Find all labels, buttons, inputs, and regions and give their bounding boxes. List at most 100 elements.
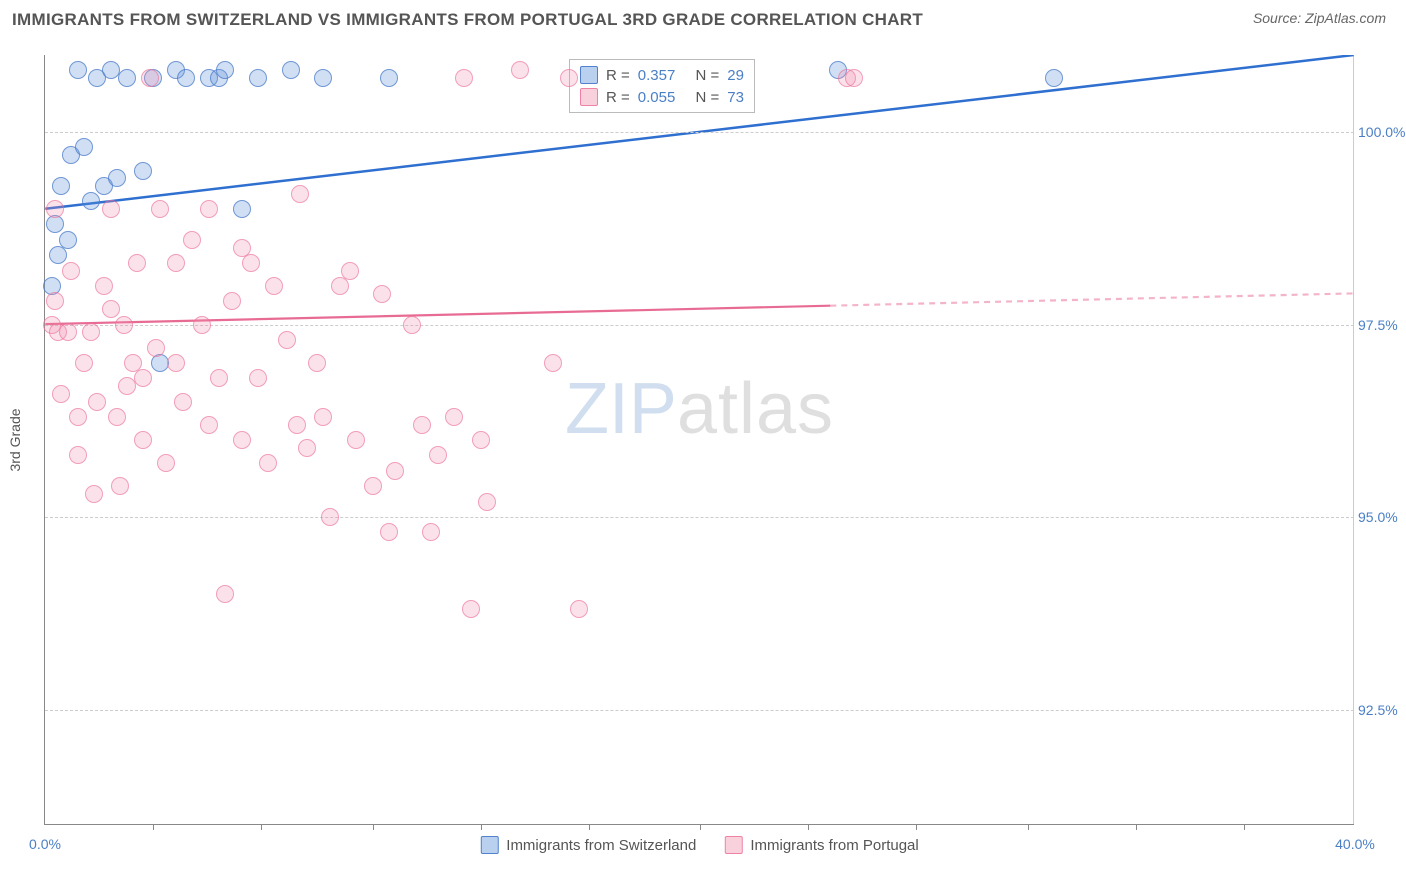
y-tick-label: 92.5%	[1358, 702, 1406, 718]
data-point	[82, 323, 100, 341]
data-point	[478, 493, 496, 511]
data-point	[75, 354, 93, 372]
data-point	[95, 277, 113, 295]
swatch-pink-icon	[580, 88, 598, 106]
legend: Immigrants from Switzerland Immigrants f…	[480, 836, 918, 854]
r-label: R =	[606, 89, 630, 106]
source-label: Source:	[1253, 10, 1301, 26]
data-point	[157, 454, 175, 472]
data-point	[242, 254, 260, 272]
data-point	[455, 69, 473, 87]
data-point	[403, 316, 421, 334]
data-point	[422, 523, 440, 541]
data-point	[118, 377, 136, 395]
data-point	[193, 316, 211, 334]
data-point	[298, 439, 316, 457]
data-point	[1045, 69, 1063, 87]
data-point	[183, 231, 201, 249]
data-point	[314, 408, 332, 426]
data-point	[177, 69, 195, 87]
data-point	[380, 69, 398, 87]
x-tick	[916, 824, 917, 830]
x-tick	[481, 824, 482, 830]
data-point	[128, 254, 146, 272]
chart-title: IMMIGRANTS FROM SWITZERLAND VS IMMIGRANT…	[12, 10, 923, 30]
data-point	[413, 416, 431, 434]
x-tick	[153, 824, 154, 830]
source-citation: Source: ZipAtlas.com	[1253, 10, 1386, 26]
watermark-part1: ZIP	[565, 369, 677, 449]
x-tick	[1136, 824, 1137, 830]
y-tick-label: 100.0%	[1358, 124, 1406, 140]
data-point	[341, 262, 359, 280]
data-point	[223, 292, 241, 310]
x-tick-label: 0.0%	[29, 836, 61, 852]
data-point	[52, 177, 70, 195]
stats-box: R = 0.357 N = 29 R = 0.055 N = 73	[569, 59, 755, 113]
data-point	[118, 69, 136, 87]
data-point	[62, 262, 80, 280]
scatter-chart: 3rd Grade ZIPatlas R = 0.357 N = 29 R = …	[44, 55, 1354, 825]
data-point	[52, 385, 70, 403]
data-point	[210, 369, 228, 387]
data-point	[314, 69, 332, 87]
gridline	[45, 132, 1354, 133]
data-point	[200, 416, 218, 434]
data-point	[102, 300, 120, 318]
data-point	[151, 200, 169, 218]
x-tick	[808, 824, 809, 830]
data-point	[321, 508, 339, 526]
data-point	[82, 192, 100, 210]
watermark-part2: atlas	[677, 369, 834, 449]
legend-label-switzerland: Immigrants from Switzerland	[506, 837, 696, 854]
y-axis-label: 3rd Grade	[7, 408, 23, 471]
n-value-switzerland: 29	[727, 67, 744, 84]
data-point	[216, 585, 234, 603]
r-value-switzerland: 0.357	[638, 67, 676, 84]
data-point	[69, 408, 87, 426]
data-point	[282, 61, 300, 79]
data-point	[108, 169, 126, 187]
data-point	[167, 354, 185, 372]
data-point	[151, 354, 169, 372]
data-point	[59, 323, 77, 341]
data-point	[115, 316, 133, 334]
r-value-portugal: 0.055	[638, 89, 676, 106]
data-point	[445, 408, 463, 426]
data-point	[111, 477, 129, 495]
gridline	[45, 710, 1354, 711]
gridline	[45, 325, 1354, 326]
data-point	[216, 61, 234, 79]
swatch-pink-icon	[724, 836, 742, 854]
swatch-blue-icon	[480, 836, 498, 854]
data-point	[69, 446, 87, 464]
x-tick	[589, 824, 590, 830]
gridline	[45, 517, 1354, 518]
legend-item-portugal: Immigrants from Portugal	[724, 836, 918, 854]
stats-row-switzerland: R = 0.357 N = 29	[580, 64, 744, 86]
data-point	[511, 61, 529, 79]
swatch-blue-icon	[580, 66, 598, 84]
data-point	[331, 277, 349, 295]
data-point	[308, 354, 326, 372]
watermark: ZIPatlas	[565, 368, 834, 450]
source-value: ZipAtlas.com	[1305, 10, 1386, 26]
data-point	[278, 331, 296, 349]
data-point	[134, 162, 152, 180]
data-point	[174, 393, 192, 411]
chart-header: IMMIGRANTS FROM SWITZERLAND VS IMMIGRANT…	[0, 0, 1406, 36]
data-point	[88, 393, 106, 411]
data-point	[69, 61, 87, 79]
x-tick	[261, 824, 262, 830]
x-tick	[373, 824, 374, 830]
data-point	[560, 69, 578, 87]
data-point	[386, 462, 404, 480]
data-point	[134, 431, 152, 449]
data-point	[108, 408, 126, 426]
x-tick	[700, 824, 701, 830]
data-point	[46, 200, 64, 218]
data-point	[291, 185, 309, 203]
data-point	[347, 431, 365, 449]
x-tick-label: 40.0%	[1335, 836, 1375, 852]
y-tick-label: 95.0%	[1358, 509, 1406, 525]
